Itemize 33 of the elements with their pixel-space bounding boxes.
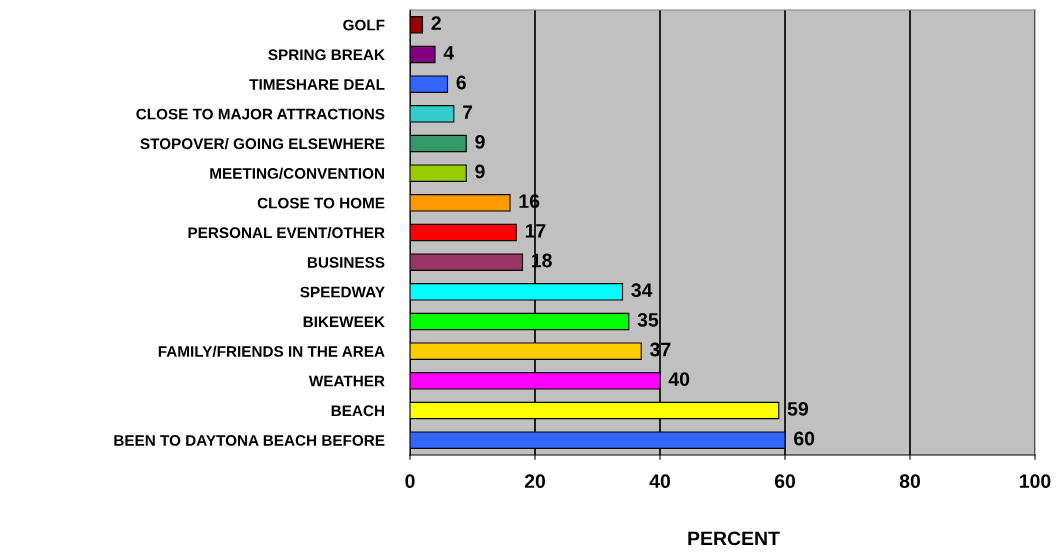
data-label: 4 (443, 46, 455, 60)
data-label: 7 (462, 105, 473, 119)
x-tick-label: 0 (405, 474, 415, 489)
y-tick-label: WEATHER (308, 375, 385, 387)
data-label: 6 (456, 75, 466, 90)
x-tick-label: 20 (524, 474, 546, 489)
data-label: 2 (431, 16, 441, 30)
x-axis-title: PERCENT (688, 531, 780, 546)
y-tick-label: BEEN TO DAYTONA BEACH BEFORE (114, 435, 385, 446)
data-label: 9 (475, 164, 485, 179)
data-label: 9 (475, 134, 485, 149)
y-tick-label: STOPOVER/ GOING ELSEWHERE (140, 137, 385, 150)
y-tick-label: BEACH (331, 405, 384, 417)
x-tick-label: 40 (649, 474, 671, 489)
x-tick-label: 60 (774, 474, 796, 489)
data-label: 59 (787, 401, 808, 416)
y-tick-label: GOLF (343, 19, 385, 31)
y-tick-label: SPEEDWAY (300, 286, 385, 298)
y-tick-label: TIMESHARE DEAL (249, 79, 385, 90)
y-tick-label: CLOSE TO MAJOR ATTRACTIONS (136, 108, 385, 120)
x-tick-label: 80 (899, 474, 921, 489)
x-tick-label: 100 (1020, 474, 1051, 489)
data-label: 40 (668, 372, 690, 387)
y-tick-label: BIKEWEEK (303, 316, 385, 328)
y-tick-label: PERSONAL EVENT/OTHER (188, 226, 385, 239)
y-tick-label: SPRING BREAK (268, 49, 385, 61)
y-tick-label: CLOSE TO HOME (257, 197, 385, 209)
data-label: 60 (794, 431, 815, 446)
data-label: 35 (637, 312, 659, 327)
y-tick-label: BUSINESS (307, 257, 385, 268)
data-label: 34 (631, 283, 653, 298)
y-tick-label: MEETING/CONVENTION (210, 167, 384, 180)
y-tick-label: FAMILY/FRIENDS IN THE AREA (158, 345, 385, 358)
